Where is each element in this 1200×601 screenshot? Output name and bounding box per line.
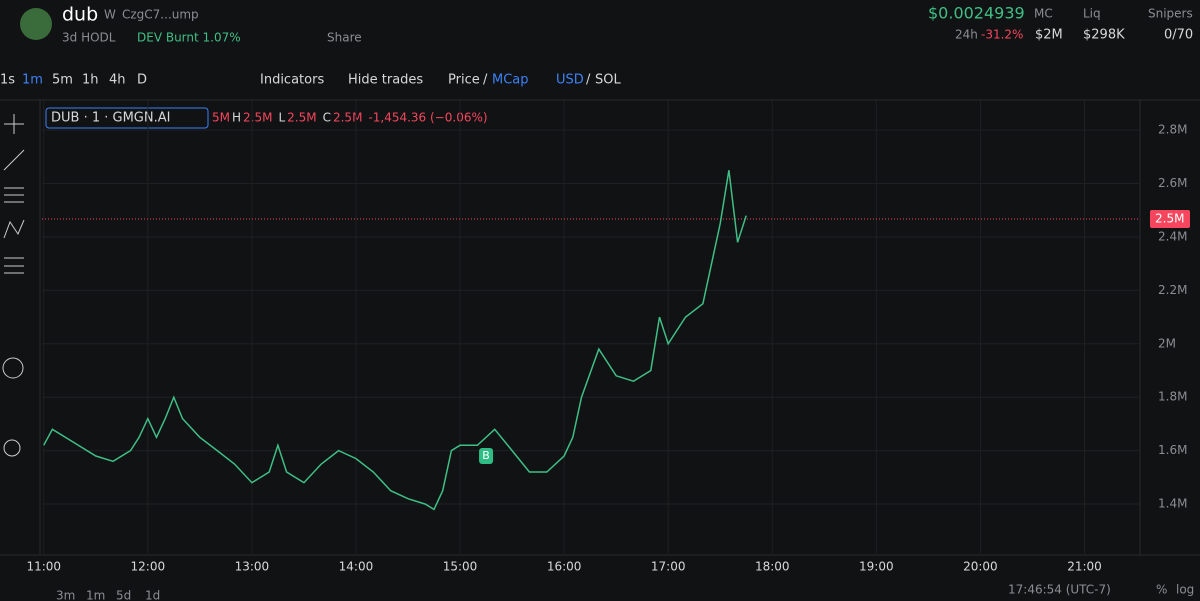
change: -31.2% [981,28,1023,42]
y-tick-label: 2.4M [1158,229,1187,243]
token-avatar [20,8,52,40]
token-name: dub [62,4,98,26]
ohlc-item: 2.5M [243,111,272,125]
dev-status: DEV Burnt 1.07% [137,31,241,45]
interval[interactable]: 1h [82,73,99,88]
interval[interactable]: 4h [109,73,126,88]
x-tick-label: 12:00 [131,560,166,574]
y-tick-label: 2.2M [1158,283,1187,297]
snipers-label: Snipers [1148,7,1193,21]
y-tick-label: 1.4M [1158,497,1187,511]
y-tick-label: 1.8M [1158,390,1187,404]
slash: / [483,73,488,88]
ohlc-item: -1,454.36 (−0.06%) [368,111,487,125]
change-label: 24h [955,28,978,42]
mc: $2M [1035,28,1063,43]
price: $0.0024939 [928,4,1025,23]
symbol: DUB · 1 · GMGN.AI [51,111,170,126]
range[interactable]: 1d [145,589,160,601]
trade-marker-label: B [482,449,490,462]
sol-toggle[interactable]: SOL [595,73,621,88]
range[interactable]: 5d [116,589,131,601]
percent-toggle[interactable]: % [1156,583,1167,597]
indicators[interactable]: Indicators [260,73,324,88]
price-toggle[interactable]: Price [448,73,480,88]
x-tick-label: 11:00 [26,560,61,574]
x-tick-label: 18:00 [755,560,790,574]
x-tick-label: 21:00 [1067,560,1102,574]
snipers: 0/70 [1164,28,1193,43]
log-toggle[interactable]: log [1176,583,1194,597]
ohlc-item: H [232,111,241,125]
interval[interactable]: 1m [22,73,43,88]
address: CzgC7...ump [122,8,199,22]
interval-group: 1s 1m 5m 1h 4h D [0,73,147,88]
trade-marker [479,447,494,464]
ohlc-item: 2.5M [287,111,316,125]
x-tick-label: 19:00 [859,560,894,574]
x-tick-label: 13:00 [235,560,270,574]
clock: 17:46:54 (UTC-7) [1008,583,1111,597]
interval[interactable]: D [137,73,147,88]
ohlc-item: 2.5M [333,111,362,125]
age: 3d HODL [62,31,116,45]
current-price-tag [1150,210,1190,229]
mcap-toggle[interactable]: MCap [492,73,529,88]
interval[interactable]: 1s [0,73,15,88]
badge: W [104,8,116,22]
range[interactable]: 1m [86,589,105,601]
x-tick-label: 17:00 [651,560,686,574]
liq: $298K [1083,28,1125,43]
range[interactable]: 3m [56,589,75,601]
current-price-label: 2.5M [1155,212,1184,226]
x-tick-label: 16:00 [547,560,582,574]
y-tick-label: 2.8M [1158,123,1187,137]
mc-label: MC [1034,7,1053,21]
ohlc-legend: 5M H 2.5M L 2.5M C 2.5M -1,454.36 (−0.06%) [212,111,488,125]
usd-toggle[interactable]: USD [556,73,584,88]
price-line [43,170,747,511]
x-tick-label: 14:00 [339,560,374,574]
interval[interactable]: 5m [52,73,73,88]
x-tick-label: 20:00 [963,560,998,574]
range-group: 3m 1m 5d 1d [56,589,160,601]
y-tick-label: 1.6M [1158,443,1187,457]
ohlc-item: L [278,111,285,125]
slash: / [586,73,591,88]
liq-label: Liq [1083,7,1101,21]
drawing-tools[interactable] [2,114,25,457]
y-tick-label: 2M [1158,336,1176,350]
ohlc-item: 5M [212,111,230,125]
y-tick-label: 2.6M [1158,176,1187,190]
ohlc-item: C [323,111,331,125]
share[interactable]: Share [327,31,362,45]
hide-trades[interactable]: Hide trades [348,73,423,88]
x-tick-label: 15:00 [443,560,478,574]
symbol-box[interactable] [45,107,209,129]
